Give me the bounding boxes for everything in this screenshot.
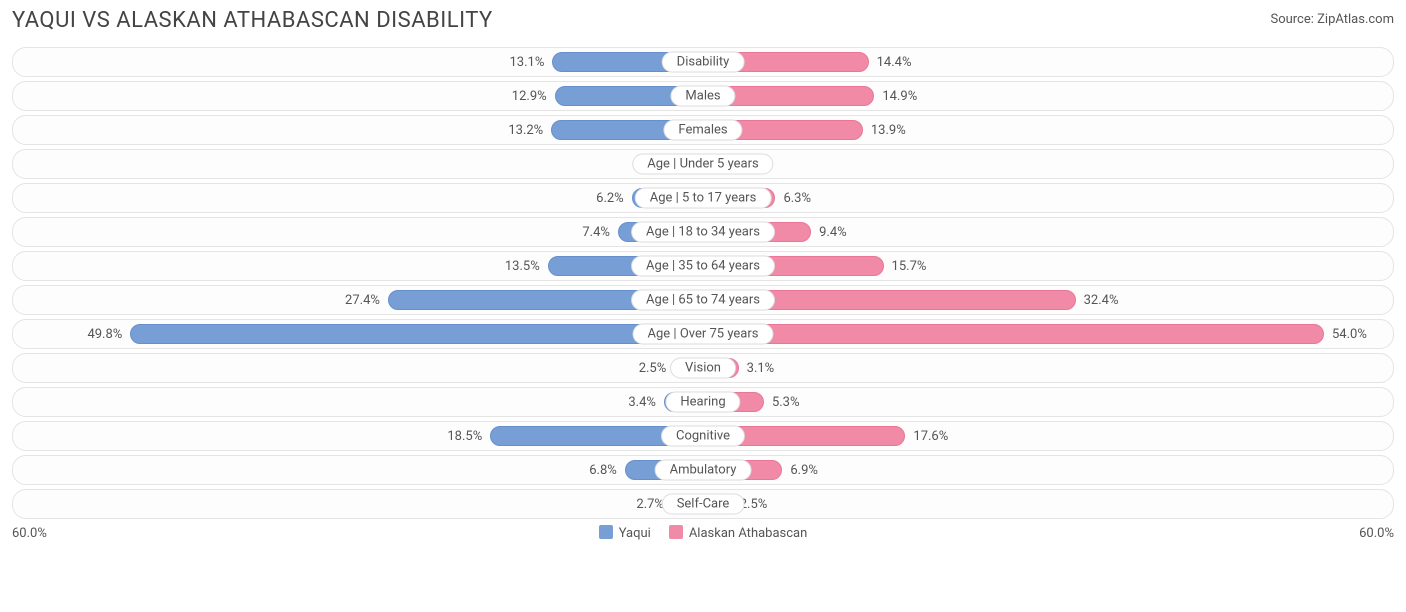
pct-right: 9.4%	[811, 225, 855, 240]
pct-left: 6.2%	[588, 191, 632, 206]
legend-left-label: Yaqui	[619, 526, 651, 541]
pct-left: 13.1%	[501, 55, 552, 70]
axis-max-right: 60.0%	[1359, 526, 1394, 541]
row-label: Cognitive	[661, 426, 745, 447]
bar-left	[130, 324, 703, 344]
row-label: Vision	[670, 358, 736, 379]
chart-row: 13.1% 14.4% Disability	[12, 47, 1394, 77]
chart-row: 1.2%1.5%Age | Under 5 years	[12, 149, 1394, 179]
row-label: Self-Care	[662, 494, 745, 515]
pct-right: 14.4%	[869, 55, 920, 70]
row-label: Age | 18 to 34 years	[631, 222, 775, 243]
row-label: Disability	[662, 52, 745, 73]
chart-row: 2.5% 3.1%Vision	[12, 353, 1394, 383]
chart-row: 6.2% 6.3%Age | 5 to 17 years	[12, 183, 1394, 213]
row-label: Hearing	[665, 392, 740, 413]
pct-right: 54.0%	[1324, 327, 1375, 342]
chart-row: 7.4% 9.4% Age | 18 to 34 years	[12, 217, 1394, 247]
pct-left: 13.5%	[497, 259, 548, 274]
pct-left: 49.8%	[79, 327, 130, 342]
pct-left: 12.9%	[504, 89, 555, 104]
chart-row: 49.8% 54.0% Age | Over 75 years	[12, 319, 1394, 349]
pct-right: 32.4%	[1076, 293, 1127, 308]
row-label: Age | 35 to 64 years	[631, 256, 775, 277]
legend-right-label: Alaskan Athabascan	[689, 526, 807, 541]
row-label: Males	[670, 86, 735, 107]
pct-left: 3.4%	[620, 395, 664, 410]
pct-left: 7.4%	[574, 225, 618, 240]
row-label: Ambulatory	[655, 460, 752, 481]
chart-row: 3.4% 5.3% Hearing	[12, 387, 1394, 417]
row-label: Females	[663, 120, 742, 141]
legend-item-right: Alaskan Athabascan	[669, 525, 807, 541]
pct-right: 6.3%	[775, 191, 819, 206]
pct-right: 5.3%	[764, 395, 808, 410]
pct-right: 3.1%	[739, 361, 783, 376]
row-label: Age | 65 to 74 years	[631, 290, 775, 311]
swatch-pink	[669, 525, 683, 539]
pct-right: 17.6%	[905, 429, 956, 444]
pct-left: 27.4%	[337, 293, 388, 308]
pct-right: 14.9%	[874, 89, 925, 104]
pct-right: 13.9%	[863, 123, 914, 138]
pct-left: 6.8%	[581, 463, 625, 478]
pct-right: 15.7%	[884, 259, 935, 274]
chart-row: 18.5% 17.6% Cognitive	[12, 421, 1394, 451]
axis-max-left: 60.0%	[12, 526, 47, 541]
chart-row: 27.4% 32.4% Age | 65 to 74 years	[12, 285, 1394, 315]
pct-left: 13.2%	[500, 123, 551, 138]
legend-item-left: Yaqui	[599, 525, 651, 541]
pct-left: 18.5%	[439, 429, 490, 444]
bar-right	[703, 324, 1324, 344]
chart-title: YAQUI VS ALASKAN ATHABASCAN DISABILITY	[12, 8, 493, 33]
chart-row: 13.2% 13.9% Females	[12, 115, 1394, 145]
chart-row: 12.9% 14.9% Males	[12, 81, 1394, 111]
chart-row: 2.7%2.5%Self-Care	[12, 489, 1394, 519]
diverging-bar-chart: 13.1% 14.4% Disability 12.9% 14.9% Males 13.2%…	[12, 47, 1394, 519]
legend: Yaqui Alaskan Athabascan	[599, 525, 808, 541]
chart-row: 6.8% 6.9% Ambulatory	[12, 455, 1394, 485]
pct-left: 2.5%	[631, 361, 675, 376]
chart-row: 13.5% 15.7% Age | 35 to 64 years	[12, 251, 1394, 281]
row-label: Age | 5 to 17 years	[635, 188, 772, 209]
swatch-blue	[599, 525, 613, 539]
row-label: Age | Over 75 years	[633, 324, 774, 345]
pct-right: 6.9%	[782, 463, 826, 478]
row-label: Age | Under 5 years	[632, 154, 773, 175]
source-attribution: Source: ZipAtlas.com	[1270, 8, 1394, 27]
